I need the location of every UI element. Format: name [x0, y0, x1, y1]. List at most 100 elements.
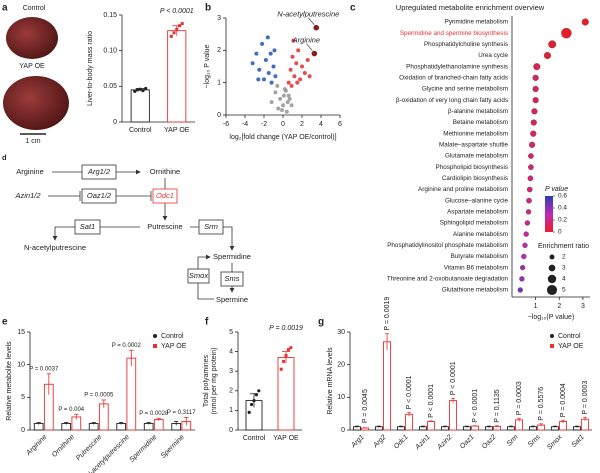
x-tick-label: Srm — [506, 434, 520, 448]
x-tick-label: Ornithine — [51, 434, 76, 459]
y-axis-label: Relative mRNA levels — [327, 347, 334, 415]
x-tick-label: -6 — [223, 121, 229, 128]
data-point — [138, 87, 142, 91]
enrichment-dot — [543, 52, 551, 60]
p-value: P = 0.004 — [58, 407, 84, 413]
p-value: P = 0.3117 — [167, 410, 196, 416]
x-axis-label: log₂[fold change (YAP OE/control)] — [229, 134, 336, 141]
legend-title: Enrichment ratio — [538, 243, 589, 250]
data-point — [256, 77, 261, 82]
photo-panel: a Control YAP OE 1 cm — [2, 3, 69, 145]
data-point — [172, 31, 176, 35]
x-tick-label: -2 — [261, 121, 267, 128]
x-tick-label: Oaz1 — [459, 434, 476, 451]
p-value: P = 0.0005 — [84, 393, 114, 399]
y-tick-label: 10 — [337, 394, 345, 401]
p-value: P = 0.1135 — [494, 389, 501, 423]
category-label: Methionine metabolism — [443, 130, 508, 137]
category-label: Butyrate metabolism — [451, 253, 508, 260]
data-point — [141, 89, 145, 93]
color-tick-label: 0 — [558, 229, 562, 236]
data-point — [177, 24, 181, 28]
y-tick-label: 4 — [229, 348, 233, 355]
enrichment-dot — [526, 197, 532, 204]
enzyme: Sat1 — [80, 222, 95, 231]
bar — [98, 403, 109, 431]
panel-letter: g — [318, 317, 324, 328]
y-axis-label: Total polyamines — [203, 354, 210, 407]
enrichment-dot — [523, 231, 529, 237]
y-tick-label: 5 — [21, 394, 25, 401]
y-tick-label: 0 — [341, 427, 345, 434]
panel-letter: e — [2, 317, 8, 328]
p-value: P = 0.0004 — [560, 383, 567, 417]
legend-title: P value — [545, 186, 568, 193]
y-tick-label: 1 — [229, 407, 233, 414]
liver-photo — [3, 76, 69, 130]
enrichment-dot — [532, 85, 539, 93]
bar — [61, 423, 72, 431]
category-label: Threonine and 2-oxobutanoate degradation — [387, 276, 509, 283]
category-label: Betaine metabolism — [453, 119, 508, 126]
category-label: Phosphatidylethanolamine synthesis — [406, 63, 508, 70]
data-point — [282, 359, 286, 363]
p-value: P < 0.0001 — [406, 375, 413, 409]
enzyme: Oaz1/2 — [87, 191, 112, 200]
bar — [449, 400, 458, 431]
enzyme: Srm — [204, 222, 218, 231]
enrichment-dot — [521, 253, 527, 260]
p-value: P = 0.0003 — [582, 381, 589, 415]
enrichment-dot — [530, 130, 537, 137]
color-tick-label: 0.6 — [558, 193, 567, 200]
category-label: Glycine and serine metabolism — [422, 86, 508, 93]
y-tick-label: 30 — [337, 329, 345, 336]
annotation-leader — [306, 43, 313, 51]
data-point — [296, 48, 301, 53]
size-legend-dot — [546, 284, 558, 296]
highlight-point — [311, 50, 318, 57]
category-label: Urea cycle — [478, 52, 508, 59]
data-point — [250, 402, 254, 407]
data-point — [175, 27, 179, 31]
data-point — [289, 83, 294, 88]
enzyme: Odc1 — [156, 191, 174, 200]
annotation: Arginine — [292, 36, 321, 45]
p-value: P = 0.0028 — [139, 411, 169, 417]
data-point — [254, 393, 258, 397]
data-point — [268, 51, 273, 56]
p-value: P = 0.0045 — [362, 389, 369, 423]
p-value: P < 0.0001 — [160, 8, 194, 15]
category-label: Phosphatidylcholine synthesis — [424, 41, 508, 48]
data-point — [262, 77, 266, 82]
x-tick-label: Azin1 — [414, 434, 432, 452]
data-point — [133, 89, 137, 93]
enzyme: Azin1/2 — [14, 191, 41, 200]
data-point — [287, 96, 292, 101]
highlight-point — [313, 24, 320, 31]
enzyme-box — [187, 268, 210, 284]
y-tick-label: 5 — [229, 329, 233, 336]
enzyme-box — [81, 188, 117, 204]
arrow — [52, 226, 140, 241]
x-tick-label: 4 — [319, 121, 323, 128]
enrichment-dot — [517, 287, 523, 293]
liver-photo — [6, 17, 58, 59]
y-axis-label: (nmol per mg protein) — [211, 348, 218, 415]
bar — [427, 421, 436, 431]
x-tick-label: Spermidine — [128, 434, 158, 464]
data-point — [266, 70, 271, 75]
legend-marker — [550, 344, 554, 348]
data-point — [302, 70, 307, 75]
data-point — [283, 88, 288, 93]
panel-letter: f — [205, 317, 209, 328]
enzyme-box — [198, 219, 224, 235]
enrichment-dot — [532, 97, 539, 104]
x-tick-label: YAP OE — [273, 435, 299, 442]
p-value: P = 0.5576 — [538, 387, 545, 421]
legend-label: Control — [161, 333, 184, 340]
p-value: P = 0.0002 — [112, 343, 142, 349]
enrichment-dot — [519, 265, 526, 271]
data-point — [275, 83, 280, 88]
photo-caption: Control — [23, 5, 46, 12]
